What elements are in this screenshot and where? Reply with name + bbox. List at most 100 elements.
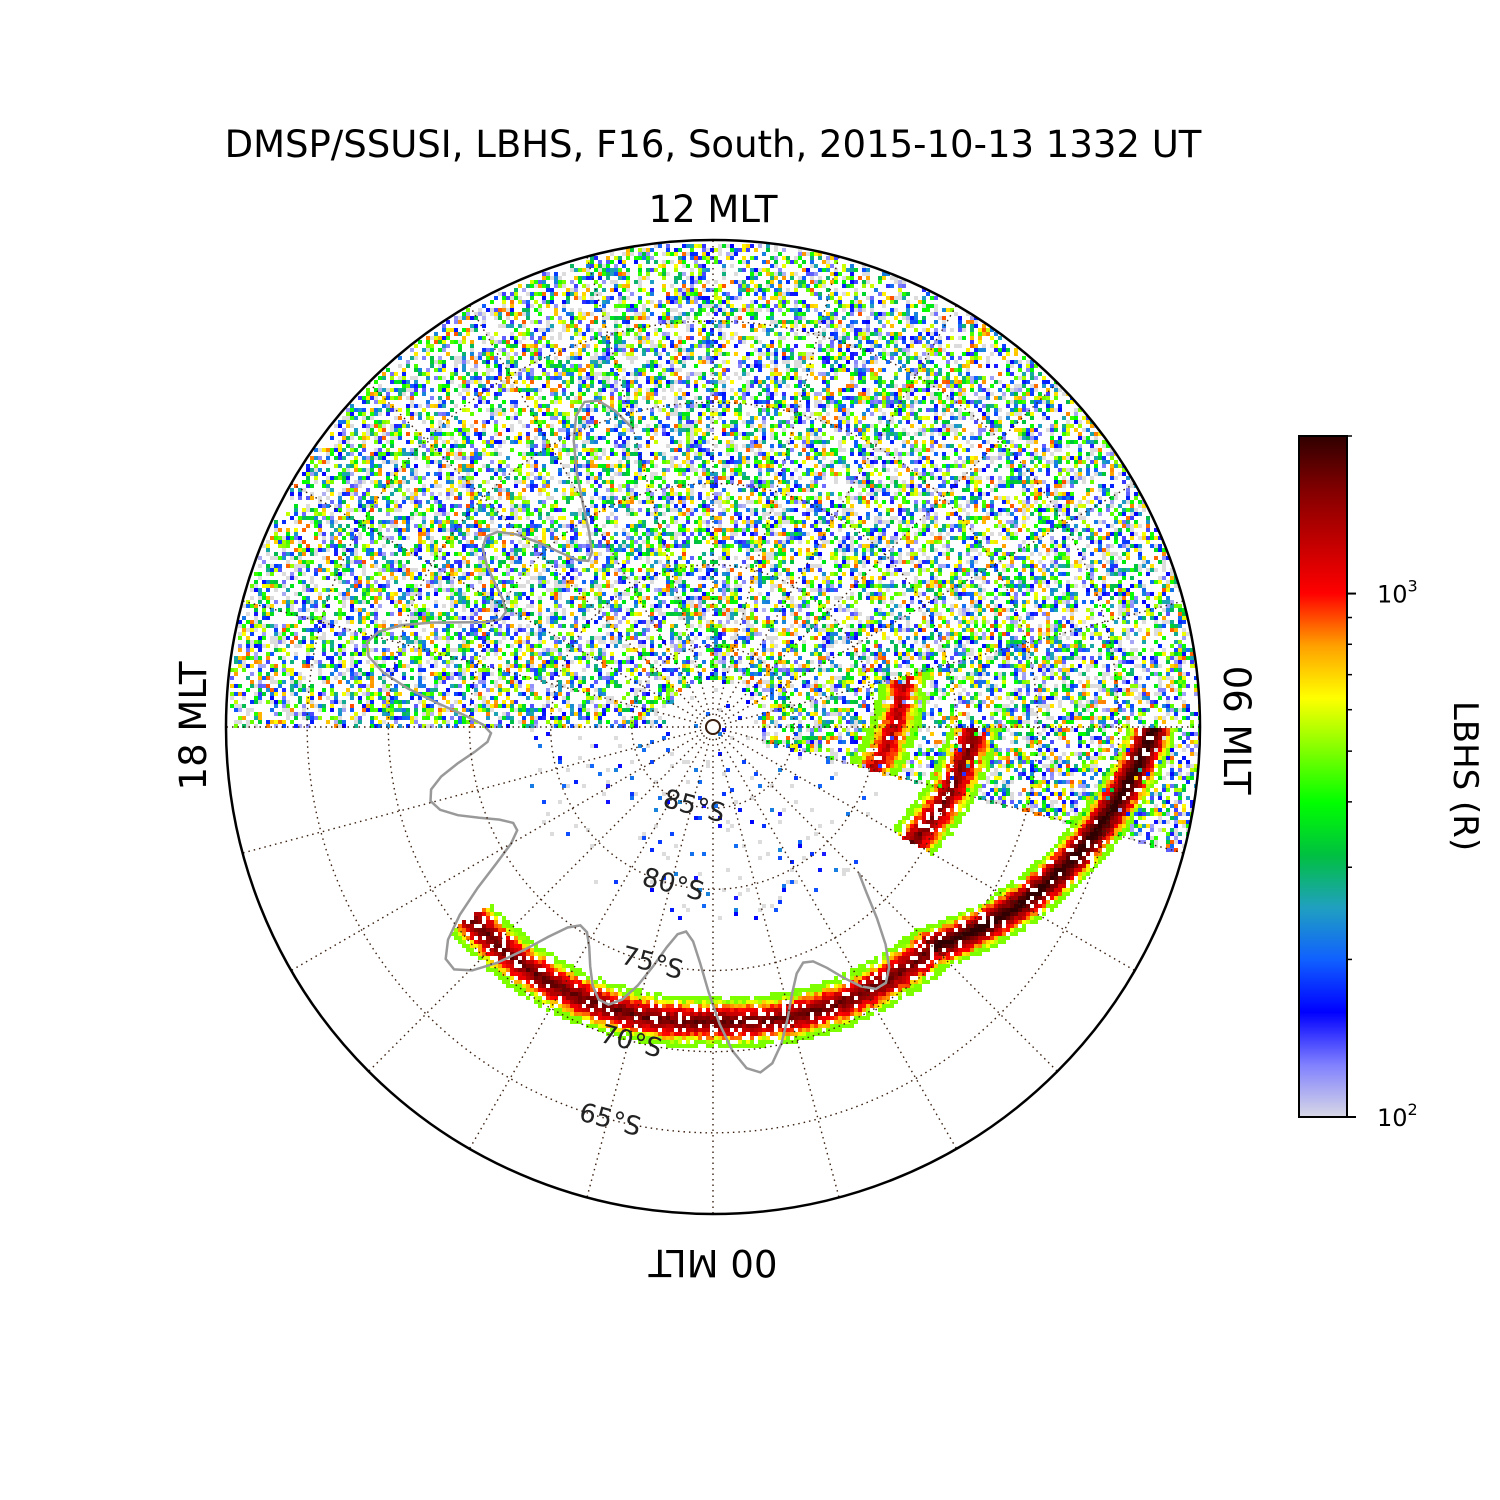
intensity-pixel [454,372,458,376]
intensity-pixel [462,380,466,384]
intensity-pixel [682,392,686,396]
intensity-pixel [686,288,690,292]
intensity-pixel [682,360,686,364]
intensity-pixel [834,280,838,284]
intensity-pixel [902,440,906,444]
intensity-pixel [574,492,578,496]
intensity-pixel [902,452,906,456]
intensity-pixel [794,304,798,308]
intensity-pixel [902,336,906,340]
intensity-pixel [802,396,806,400]
intensity-pixel [890,452,894,456]
intensity-pixel [1018,428,1022,432]
intensity-pixel [690,272,694,276]
intensity-pixel [578,348,582,352]
intensity-pixel [626,252,630,256]
intensity-pixel [482,424,486,428]
intensity-pixel [490,300,494,304]
intensity-pixel [1022,460,1026,464]
intensity-pixel [522,320,526,324]
intensity-pixel [534,340,538,344]
intensity-pixel [906,388,910,392]
intensity-pixel [610,372,614,376]
intensity-pixel [830,344,834,348]
intensity-pixel [618,404,622,408]
intensity-pixel [914,412,918,416]
intensity-pixel [522,308,526,312]
intensity-pixel [698,244,702,248]
intensity-pixel [974,356,978,360]
intensity-pixel [614,304,618,308]
intensity-pixel [806,288,810,292]
intensity-pixel [838,320,842,324]
intensity-pixel [598,260,602,264]
intensity-pixel [818,344,822,348]
intensity-pixel [550,476,554,480]
intensity-pixel [1006,364,1010,368]
intensity-pixel [698,436,702,440]
intensity-pixel [566,312,570,316]
intensity-pixel [598,332,602,336]
intensity-pixel [774,264,778,268]
intensity-pixel [706,344,710,348]
intensity-pixel [386,392,390,396]
intensity-pixel [754,364,758,368]
intensity-pixel [714,292,718,296]
intensity-pixel [922,468,926,472]
intensity-pixel [862,396,866,400]
intensity-pixel [426,472,430,476]
intensity-pixel [382,484,386,488]
intensity-pixel [698,308,702,312]
intensity-pixel [614,452,618,456]
intensity-pixel [502,440,506,444]
intensity-pixel [486,308,490,312]
intensity-pixel [530,320,534,324]
intensity-pixel [850,300,854,304]
intensity-pixel [874,392,878,396]
intensity-pixel [694,384,698,388]
intensity-pixel [926,360,930,364]
intensity-pixel [422,452,426,456]
intensity-pixel [822,452,826,456]
intensity-pixel [674,440,678,444]
intensity-pixel [702,256,706,260]
intensity-pixel [910,480,914,484]
intensity-pixel [898,284,902,288]
intensity-pixel [782,376,786,380]
intensity-pixel [786,456,790,460]
intensity-pixel [1078,452,1082,456]
intensity-pixel [826,412,830,416]
intensity-pixel [878,300,882,304]
intensity-pixel [578,376,582,380]
intensity-pixel [986,328,990,332]
intensity-pixel [886,424,890,428]
intensity-pixel [726,300,730,304]
intensity-pixel [494,340,498,344]
intensity-pixel [686,428,690,432]
intensity-pixel [758,384,762,388]
intensity-pixel [1018,412,1022,416]
intensity-pixel [566,416,570,420]
intensity-pixel [586,388,590,392]
intensity-pixel [890,480,894,484]
intensity-pixel [686,476,690,480]
intensity-pixel [554,372,558,376]
intensity-pixel [778,292,782,296]
intensity-pixel [954,360,958,364]
intensity-pixel [490,416,494,420]
intensity-pixel [638,324,642,328]
intensity-pixel [922,424,926,428]
intensity-pixel [834,300,838,304]
intensity-pixel [390,404,394,408]
intensity-pixel [802,284,806,288]
intensity-pixel [550,424,554,428]
intensity-pixel [862,364,866,368]
intensity-pixel [402,420,406,424]
intensity-pixel [570,492,574,496]
intensity-pixel [850,452,854,456]
intensity-pixel [338,476,342,480]
intensity-pixel [494,392,498,396]
intensity-pixel [662,268,666,272]
intensity-pixel [898,388,902,392]
intensity-pixel [586,300,590,304]
